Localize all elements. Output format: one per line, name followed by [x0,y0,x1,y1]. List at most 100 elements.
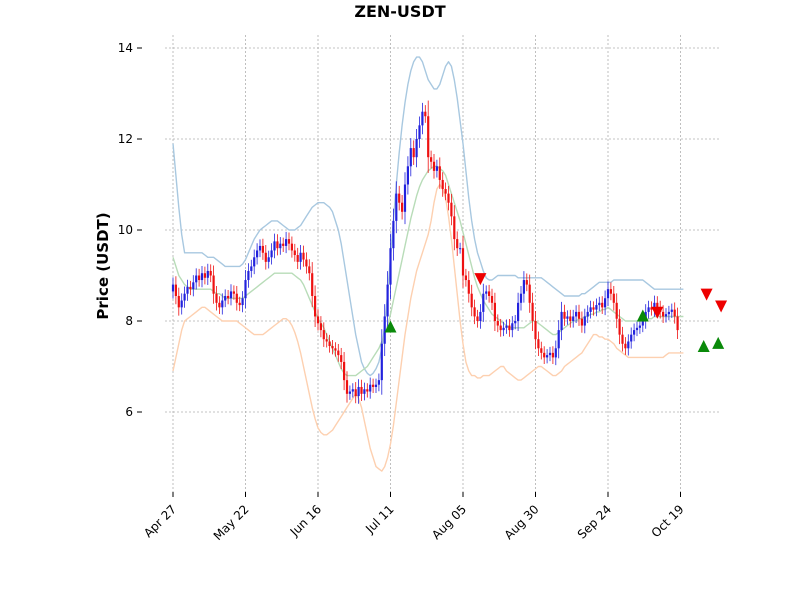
candle [441,172,444,197]
candle [369,377,372,399]
candle [447,185,450,211]
candle-body [560,311,563,331]
candle [215,285,218,311]
candle [180,293,183,315]
candle [563,304,566,326]
candle-body [522,280,525,294]
candle-body [380,343,383,381]
candle-body [343,361,346,381]
candle-body [586,311,589,317]
candle [183,286,186,308]
candle [583,308,586,334]
candle [537,331,540,357]
candle-body [372,384,375,387]
candle [505,319,508,334]
candle-body [430,157,433,162]
candle-body [592,307,595,310]
axes: 6 8 10 12 14 Apr 27 May 22 Jun 16 Jul 11 Aug 05 Au… [118,41,687,543]
candle [308,259,311,281]
candle-body [604,298,607,308]
candle [482,283,485,322]
candle-body [224,295,227,301]
candle [676,307,679,339]
candle [360,379,363,401]
candle-body [473,307,476,317]
candle-body [273,241,276,251]
candle-body [493,302,496,321]
candle-body [508,325,511,331]
candle-body [563,311,566,319]
candle [293,243,296,262]
candle [479,304,482,329]
candle [543,346,546,364]
candle-body [461,248,465,276]
candle-body [244,280,247,299]
candle [374,378,378,394]
candle-body [488,291,491,296]
candle-body [264,252,267,262]
candle-body [540,348,543,353]
upper-band-line [172,56,684,377]
candle [519,285,523,311]
candle [198,268,201,287]
candle [528,274,531,313]
candle [221,293,224,315]
candle-body [308,266,311,274]
candle-body [621,334,624,344]
candle [459,242,462,254]
candle-body [227,295,230,299]
candle [650,301,653,316]
candle [343,351,346,391]
candle-body [279,243,282,249]
candle [427,100,430,173]
candle-body [256,250,259,258]
candle [461,235,465,288]
candle [546,349,549,364]
x-tick-label: Jul 11 [362,502,396,536]
candle-body [551,352,554,358]
candle-body [212,275,215,294]
candle-body [174,284,177,296]
candle-body [366,389,369,392]
candle-body [203,273,206,278]
candle [325,333,328,348]
candle-body [575,311,578,317]
candle-body [363,389,366,394]
candle-body [418,125,421,139]
candle-body [186,286,189,294]
candle-body [528,284,531,303]
candle-body [511,323,514,331]
candle-body [337,350,340,356]
candle-body [253,257,256,267]
candle [392,208,395,261]
candle [662,305,665,324]
candle [195,268,198,290]
candle-body [340,355,343,362]
candle [554,340,557,366]
candle-body [618,318,621,335]
candle-body [322,330,325,340]
candle [227,289,230,305]
candle [586,305,589,324]
candle [490,288,494,310]
candle [290,236,293,258]
candle [438,157,441,189]
x-tick-label: Sep 24 [575,502,614,541]
candle [331,339,334,355]
candle [572,309,575,328]
candle [247,263,250,288]
y-tick-label: 14 [118,41,133,55]
candle [430,150,433,169]
y-axis-label: Price (USDT) [94,212,112,319]
candle-body [537,339,540,349]
candle [488,284,491,303]
candle-body [476,316,479,321]
candle [531,292,534,332]
candle [337,343,340,362]
candle [609,282,612,301]
candle [232,285,235,300]
y-tick-label: 10 [118,223,133,237]
candle-body [569,316,572,321]
candle-body [348,391,351,394]
candle-body [345,380,349,394]
